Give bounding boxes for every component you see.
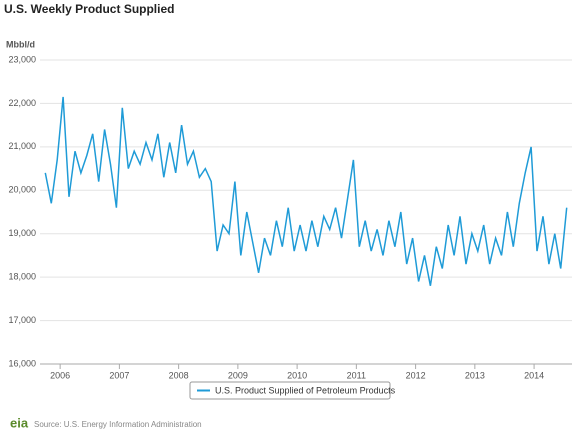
logo: eia [10, 415, 29, 430]
legend-label: U.S. Product Supplied of Petroleum Produ… [215, 385, 396, 395]
y-tick-label: 17,000 [8, 315, 36, 325]
y-tick-label: 19,000 [8, 228, 36, 238]
legend-box [189, 381, 391, 400]
y-tick-label: 16,000 [8, 358, 36, 368]
y-tick-label: 21,000 [8, 141, 36, 151]
y-axis-label: Mbbl/d [6, 39, 35, 49]
y-tick-label: 23,000 [8, 54, 36, 64]
x-tick-label: 2013 [465, 370, 485, 380]
source: Source: U.S. Energy Information Administ… [34, 420, 202, 429]
x-tick-label: 2006 [50, 370, 70, 380]
y-tick-label: 22,000 [8, 98, 36, 108]
x-tick-label: 2011 [347, 370, 366, 380]
x-tick-label: 2008 [169, 370, 189, 380]
chart-title: U.S. Weekly Product Supplied [4, 2, 174, 16]
y-tick-label: 20,000 [8, 185, 36, 195]
x-tick-label: 2010 [287, 370, 307, 380]
y-tick-label: 18,000 [8, 272, 36, 282]
x-tick-label: 2009 [228, 370, 248, 380]
x-tick-label: 2012 [406, 370, 426, 380]
data-line [44, 96, 568, 286]
x-tick-label: 2014 [524, 370, 544, 380]
x-tick-label: 2007 [109, 370, 129, 380]
